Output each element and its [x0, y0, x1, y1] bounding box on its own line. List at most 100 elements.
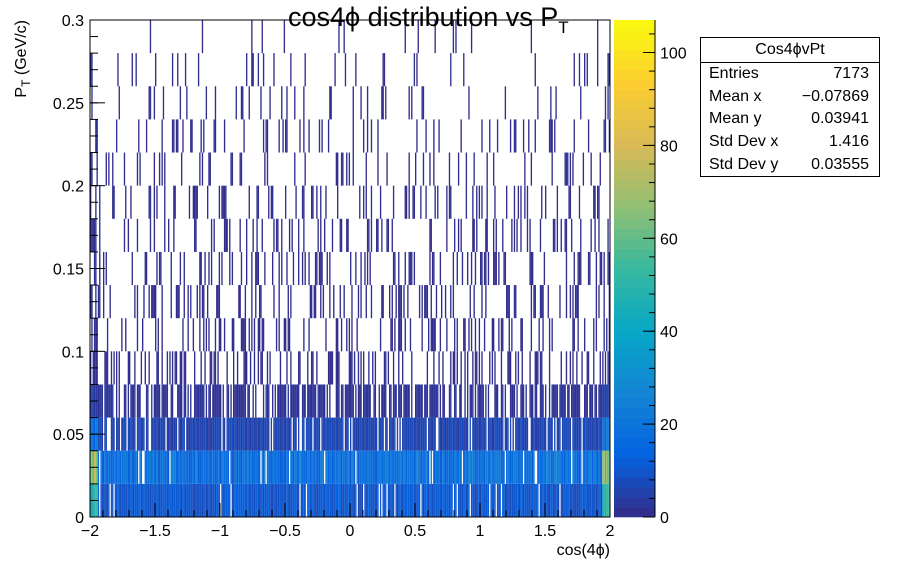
heatmap-cell	[234, 384, 236, 418]
heatmap-cell	[571, 384, 573, 418]
heatmap-cell	[574, 285, 577, 319]
heatmap-cell	[155, 53, 157, 87]
heatmap-cell	[184, 450, 187, 484]
heatmap-cell	[551, 483, 553, 517]
heatmap-cell	[370, 185, 373, 219]
y-tick-label: 0.15	[53, 262, 84, 279]
heatmap-cell	[192, 185, 195, 219]
heatmap-cell	[565, 417, 568, 451]
heatmap-cell	[365, 417, 367, 451]
heatmap-cell	[274, 450, 276, 484]
heatmap-cell	[486, 218, 488, 252]
heatmap-cell	[465, 152, 468, 186]
heatmap-cell	[210, 483, 213, 517]
heatmap-cell	[299, 450, 301, 484]
heatmap-cell	[525, 417, 527, 451]
heatmap-cell	[283, 318, 286, 352]
heatmap-cell	[483, 251, 486, 286]
heatmap-cell	[303, 318, 305, 352]
heatmap-cell	[385, 483, 387, 517]
heatmap-cell	[595, 318, 598, 352]
heatmap-cell	[337, 318, 339, 352]
heatmap-cell	[287, 318, 289, 352]
heatmap-cell	[212, 384, 214, 418]
heatmap-cell	[135, 483, 137, 517]
heatmap-cell	[379, 318, 382, 352]
heatmap-cell	[469, 285, 471, 319]
heatmap-cell	[335, 152, 338, 186]
heatmap-cell	[350, 450, 352, 484]
heatmap-cell	[123, 152, 126, 186]
heatmap-cell	[183, 351, 185, 385]
heatmap-cell	[417, 483, 419, 517]
heatmap-cell	[311, 285, 313, 319]
heatmap-cell	[450, 53, 452, 87]
heatmap-cell	[308, 251, 310, 286]
heatmap-cell	[450, 285, 452, 319]
heatmap-cell	[412, 450, 414, 484]
heatmap-cell	[545, 417, 547, 451]
heatmap-cell	[473, 285, 475, 319]
heatmap-cell	[520, 185, 522, 219]
heatmap-cell	[595, 417, 598, 451]
heatmap-cell	[281, 483, 283, 517]
heatmap-cell	[360, 384, 362, 418]
heatmap-cell	[178, 417, 180, 451]
heatmap-cell	[116, 384, 118, 418]
heatmap-cell	[170, 285, 172, 319]
heatmap-cell	[222, 384, 224, 418]
heatmap-cell	[144, 450, 146, 484]
heatmap-cell	[434, 450, 436, 484]
heatmap-cell	[499, 450, 501, 484]
heatmap-cell	[434, 384, 436, 418]
heatmap-cell	[121, 483, 123, 517]
heatmap-cell	[556, 185, 559, 219]
heatmap-cell	[450, 351, 452, 385]
heatmap-cell	[221, 450, 223, 484]
heatmap-cell	[500, 318, 503, 352]
heatmap-cell	[499, 417, 501, 451]
heatmap-cell	[122, 483, 124, 517]
heatmap-cell	[246, 53, 248, 87]
heatmap-cell	[385, 384, 387, 418]
heatmap-cell	[320, 285, 322, 319]
heatmap-cell	[295, 450, 297, 484]
heatmap-cell	[351, 450, 353, 484]
heatmap-cell	[218, 384, 221, 418]
heatmap-cell	[307, 351, 309, 385]
heatmap-cell	[446, 417, 448, 451]
heatmap-cell	[513, 483, 516, 517]
heatmap-cell	[413, 417, 416, 451]
heatmap-cell	[485, 483, 487, 517]
heatmap-cell	[122, 450, 124, 484]
heatmap-cell	[425, 285, 427, 319]
heatmap-cell	[398, 450, 400, 484]
heatmap-cell	[136, 218, 139, 252]
heatmap-cell	[320, 384, 322, 418]
heatmap-cell	[264, 417, 266, 451]
heatmap-cell	[590, 483, 592, 517]
heatmap-cell	[353, 417, 356, 451]
heatmap-cell	[511, 483, 513, 517]
heatmap-cell	[383, 351, 386, 385]
heatmap-cell	[127, 384, 130, 418]
heatmap-cell	[404, 251, 406, 286]
heatmap-cell	[304, 450, 306, 484]
heatmap-cell	[555, 86, 557, 120]
color-scale-step	[614, 437, 655, 448]
heatmap-cell	[528, 450, 530, 484]
heatmap-cell	[569, 483, 572, 517]
heatmap-cell	[426, 384, 429, 418]
heatmap-cell	[305, 450, 308, 484]
heatmap-cell	[350, 384, 352, 418]
heatmap-cell	[382, 417, 384, 451]
heatmap-cell	[392, 450, 395, 484]
heatmap-cell	[243, 483, 245, 517]
heatmap-cell	[498, 417, 500, 451]
heatmap-cell	[593, 483, 595, 517]
heatmap-cell	[608, 450, 611, 484]
heatmap-cell	[366, 119, 369, 153]
heatmap-cell	[299, 351, 301, 385]
heatmap-cell	[442, 483, 444, 517]
heatmap-cell	[266, 417, 269, 451]
